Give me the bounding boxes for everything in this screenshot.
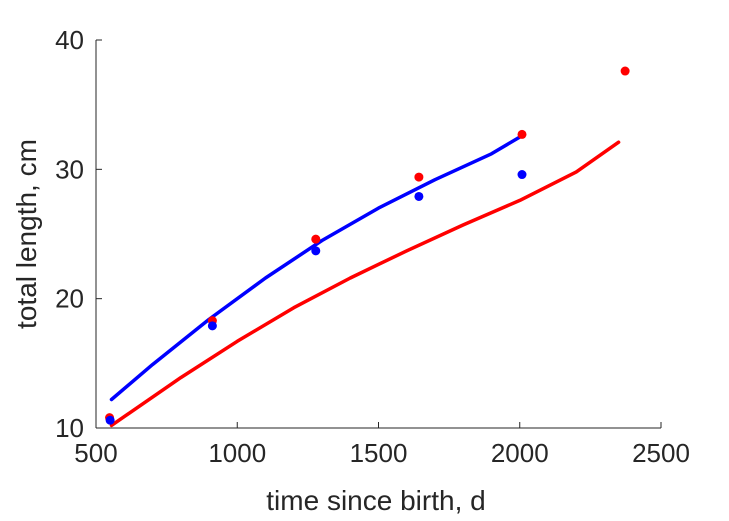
x-tick-label: 1500 xyxy=(350,438,408,468)
data-point xyxy=(517,129,527,139)
x-tick-label: 2000 xyxy=(491,438,549,468)
y-tick-label: 40 xyxy=(55,25,84,55)
y-tick-label: 10 xyxy=(55,413,84,443)
data-points xyxy=(105,66,630,425)
tick-marks xyxy=(95,39,662,429)
axes xyxy=(95,40,661,429)
data-point xyxy=(105,415,115,425)
x-axis-label: time since birth, d xyxy=(266,485,485,516)
data-point xyxy=(620,66,630,76)
y-tick-label: 20 xyxy=(55,284,84,314)
fit-lines xyxy=(109,133,621,428)
x-tick-label: 500 xyxy=(74,438,117,468)
data-point xyxy=(414,191,424,201)
fit-line-2 xyxy=(109,133,524,402)
data-point xyxy=(311,234,321,244)
data-point xyxy=(311,246,321,256)
tick-labels: 500 1000 1500 2000 2500 10 20 30 40 xyxy=(55,25,690,468)
fit-line-3 xyxy=(109,140,621,428)
data-point xyxy=(517,170,527,180)
y-axis-label: total length, cm xyxy=(11,139,42,329)
x-tick-label: 1000 xyxy=(208,438,266,468)
data-point xyxy=(207,321,217,331)
x-tick-label: 2500 xyxy=(632,438,690,468)
data-point xyxy=(414,172,424,182)
y-tick-label: 30 xyxy=(55,154,84,184)
